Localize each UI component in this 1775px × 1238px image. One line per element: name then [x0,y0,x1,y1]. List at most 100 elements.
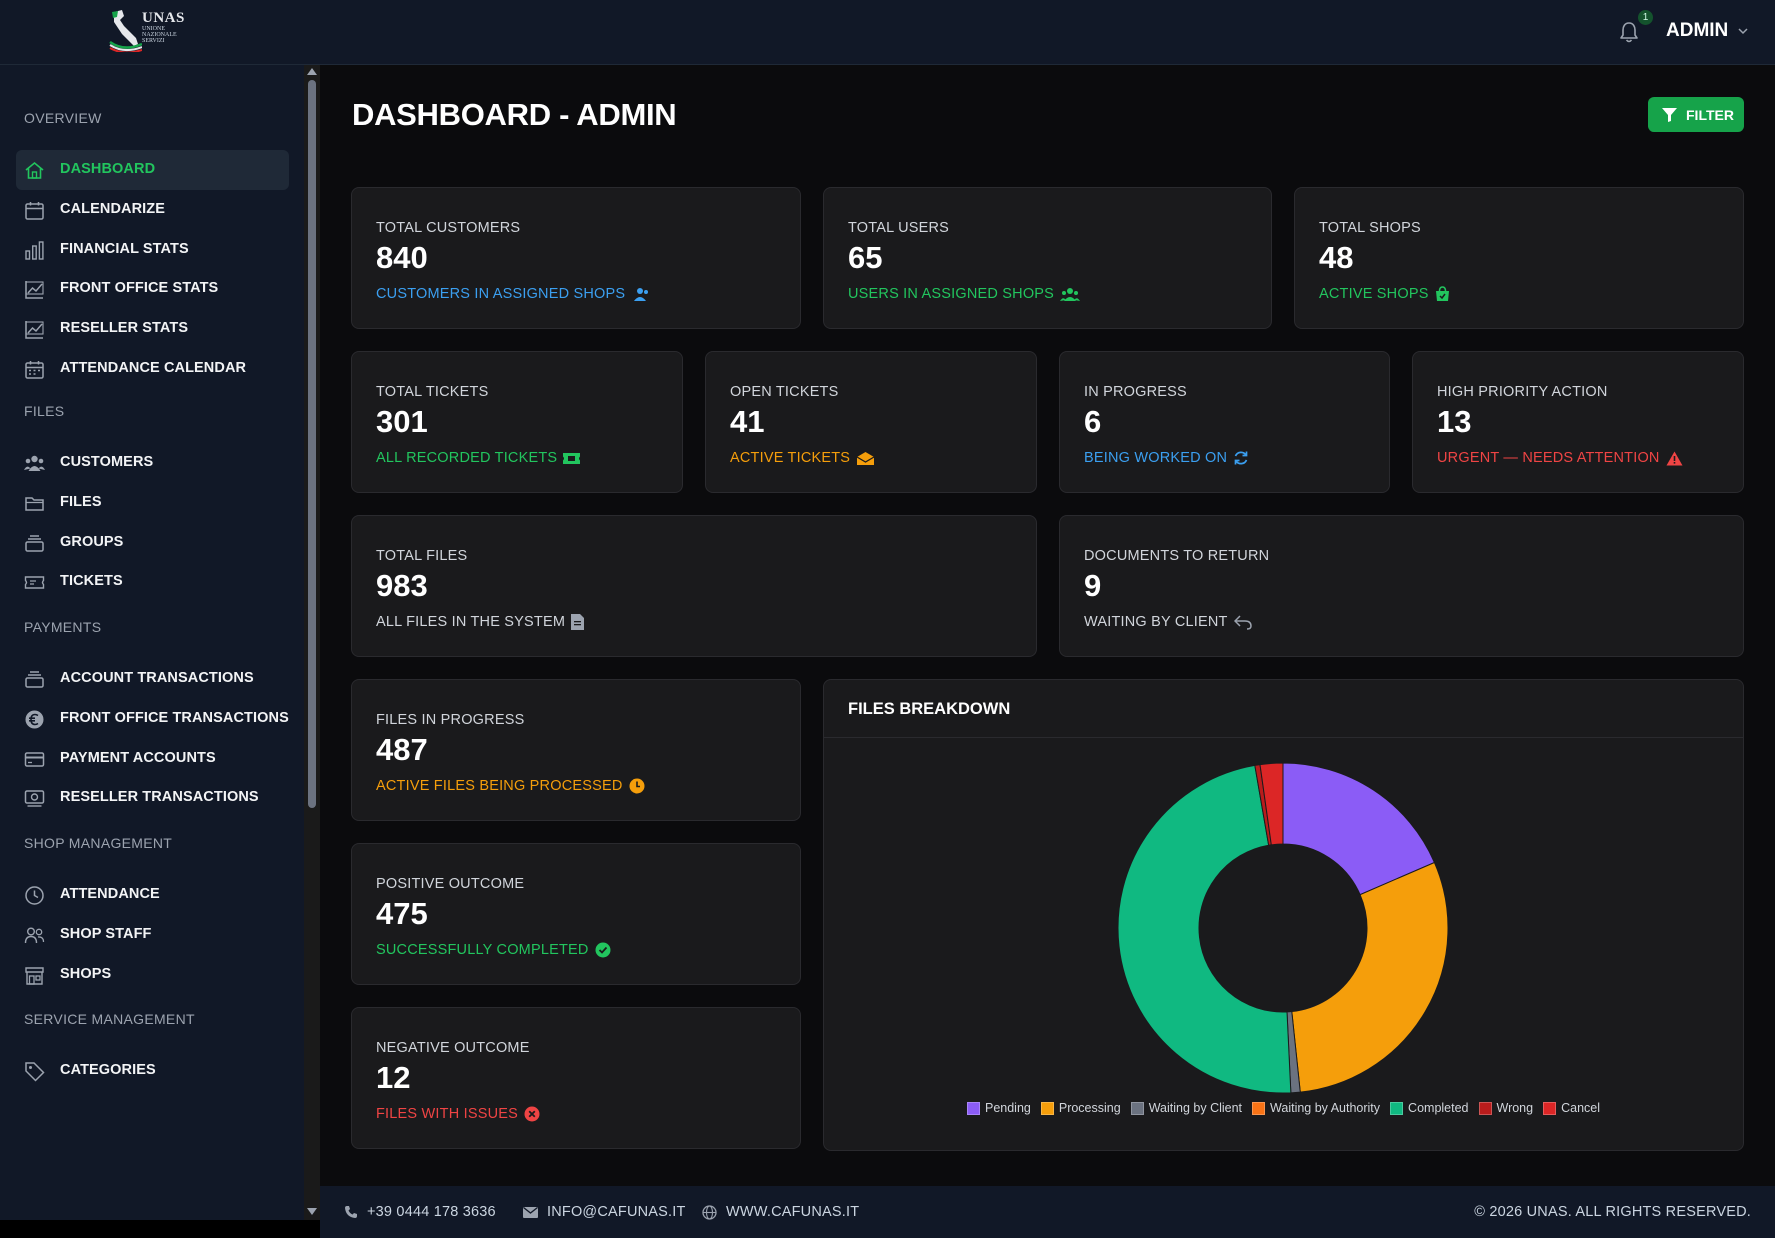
legend-swatch [1252,1101,1266,1115]
sidebar-item-label: SHOP STAFF [60,926,152,942]
card-total-customers[interactable]: TOTAL CUSTOMERS 840 CUSTOMERS IN ASSIGNE… [351,187,801,329]
card-value: 48 [1319,240,1354,275]
legend-item-pending[interactable]: Pending [966,1101,1031,1115]
refresh-icon [1234,451,1248,465]
sidebar-item-front-office-transactions[interactable]: FRONT OFFICE TRANSACTIONS [16,699,289,739]
sidebar-item-tickets[interactable]: TICKETS [16,562,289,602]
sidebar-item-label: ATTENDANCE CALENDAR [60,360,247,376]
card-total-users[interactable]: TOTAL USERS 65 USERS IN ASSIGNED SHOPS [823,187,1272,329]
tag-icon [25,1062,45,1082]
card-documents-to-return[interactable]: DOCUMENTS TO RETURN 9 WAITING BY CLIENT [1059,515,1744,657]
card-value: 65 [848,240,883,275]
sidebar-section-title: SERVICE MANAGEMENT [24,1011,195,1027]
card-open-tickets[interactable]: OPEN TICKETS 41 ACTIVE TICKETS [705,351,1037,493]
top-bar: UNAS UNIONE NAZIONALE SERVIZI 1 ADMIN [0,0,1775,65]
sidebar-item-dashboard[interactable]: DASHBOARD [16,150,289,190]
filter-icon [1662,108,1677,122]
legend-item-processing[interactable]: Processing [1040,1101,1121,1115]
ticket-icon [24,576,45,589]
scroll-up-arrow-icon[interactable] [307,68,317,75]
sidebar-item-financial-stats[interactable]: FINANCIAL STATS [16,230,289,270]
ticket-icon [563,452,581,464]
sidebar-item-front-office-stats[interactable]: FRONT OFFICE STATS [16,269,289,309]
divider [824,737,1743,738]
legend-swatch [1478,1101,1492,1115]
card-subtitle: ALL RECORDED TICKETS [376,450,581,466]
sidebar-item-label: RESELLER STATS [60,320,189,336]
legend-item-waiting-by-authority[interactable]: Waiting by Authority [1252,1101,1380,1115]
user-menu-name[interactable]: ADMIN [1666,20,1729,41]
sidebar-item-calendarize[interactable]: CALENDARIZE [16,190,289,230]
sidebar-item-shops[interactable]: SHOPS [16,955,289,995]
sidebar-item-attendance[interactable]: ATTENDANCE [16,875,289,915]
card-subtitle: URGENT — NEEDS ATTENTION [1437,450,1683,466]
card-subtitle: CUSTOMERS IN ASSIGNED SHOPS [376,286,649,302]
sidebar-item-customers[interactable]: CUSTOMERS [16,443,289,483]
sidebar-item-account-transactions[interactable]: ACCOUNT TRANSACTIONS [16,659,289,699]
card-label: NEGATIVE OUTCOME [376,1040,530,1056]
sidebar-item-files[interactable]: FILES [16,483,289,523]
chevron-down-icon[interactable] [1738,26,1748,36]
footer-email[interactable]: INFO@CAFUNAS.IT [523,1204,686,1220]
sidebar-item-attendance-calendar[interactable]: ATTENDANCE CALENDAR [16,349,289,389]
unas-logo[interactable]: UNAS UNIONE NAZIONALE SERVIZI [108,8,188,54]
phone-icon [345,1206,357,1218]
donut-slice-pending[interactable] [1282,762,1436,896]
card-positive-outcome[interactable]: POSITIVE OUTCOME 475 SUCCESSFULLY COMPLE… [351,843,801,985]
card-files-in-progress[interactable]: FILES IN PROGRESS 487 ACTIVE FILES BEING… [351,679,801,821]
sidebar-item-categories[interactable]: CATEGORIES [16,1051,289,1091]
sidebar-item-groups[interactable]: GROUPS [16,523,289,563]
donut-slice-processing[interactable] [1291,861,1449,1093]
mail-icon [523,1206,538,1218]
card-in-progress[interactable]: IN PROGRESS 6 BEING WORKED ON [1059,351,1390,493]
users-icon [1060,287,1081,301]
card-subtitle: ACTIVE TICKETS [730,450,875,466]
legend-item-completed[interactable]: Completed [1390,1101,1469,1115]
footer-phone-text: +39 0444 178 3636 [367,1204,496,1220]
bell-icon[interactable] [1618,20,1640,44]
sidebar-bottom-strip [0,1220,320,1238]
card-subtitle: USERS IN ASSIGNED SHOPS [848,286,1081,302]
sidebar-item-label: FINANCIAL STATS [60,241,189,257]
globe-icon [702,1204,717,1220]
card-label: TOTAL SHOPS [1319,220,1421,236]
notification-badge: 1 [1638,10,1653,25]
card-subtitle: WAITING BY CLIENT [1084,614,1252,630]
card-subtitle-text: ACTIVE SHOPS [1319,286,1429,302]
card-high-priority[interactable]: HIGH PRIORITY ACTION 13 URGENT — NEEDS A… [1412,351,1744,493]
filter-button[interactable]: FILTER [1648,97,1744,132]
legend-label: Wrong [1496,1101,1534,1115]
check-circle-icon [595,942,611,958]
footer-copyright-text: © 2026 UNAS. ALL RIGHTS RESERVED. [1474,1204,1751,1220]
card-value: 840 [376,240,428,275]
files-breakdown-donut-chart [1117,762,1449,1094]
donut-slice-completed[interactable] [1117,764,1292,1094]
footer-website[interactable]: WWW.CAFUNAS.IT [702,1204,859,1220]
footer-phone[interactable]: +39 0444 178 3636 [344,1204,496,1220]
logo-text: UNAS [142,10,185,26]
donut-slice-cancel[interactable] [1259,762,1284,846]
sidebar-item-shop-staff[interactable]: SHOP STAFF [16,915,289,955]
legend-item-waiting-by-client[interactable]: Waiting by Client [1130,1101,1242,1115]
card-total-tickets[interactable]: TOTAL TICKETS 301 ALL RECORDED TICKETS [351,351,683,493]
card-value: 9 [1084,568,1102,603]
card-subtitle: ACTIVE SHOPS [1319,286,1450,302]
card-negative-outcome[interactable]: NEGATIVE OUTCOME 12 FILES WITH ISSUES [351,1007,801,1149]
legend-item-cancel[interactable]: Cancel [1543,1101,1600,1115]
line-chart-icon [25,281,44,299]
sidebar-item-reseller-stats[interactable]: RESELLER STATS [16,309,289,349]
card-label: POSITIVE OUTCOME [376,876,525,892]
sidebar-scrollbar-thumb[interactable] [308,80,316,808]
clock-icon [629,778,645,794]
card-total-shops[interactable]: TOTAL SHOPS 48 ACTIVE SHOPS [1294,187,1744,329]
sidebar-item-reseller-transactions[interactable]: RESELLER TRANSACTIONS [16,778,289,818]
user-group-icon [634,287,649,301]
line-chart-icon [25,321,44,339]
italy-map-icon [109,10,143,54]
card-subtitle-text: URGENT — NEEDS ATTENTION [1437,450,1660,466]
legend-item-wrong[interactable]: Wrong [1478,1101,1534,1115]
card-total-files[interactable]: TOTAL FILES 983 ALL FILES IN THE SYSTEM [351,515,1037,657]
card-subtitle-text: ACTIVE FILES BEING PROCESSED [376,778,623,794]
sidebar-item-payment-accounts[interactable]: PAYMENT ACCOUNTS [16,739,289,779]
scroll-down-arrow-icon[interactable] [307,1208,317,1215]
